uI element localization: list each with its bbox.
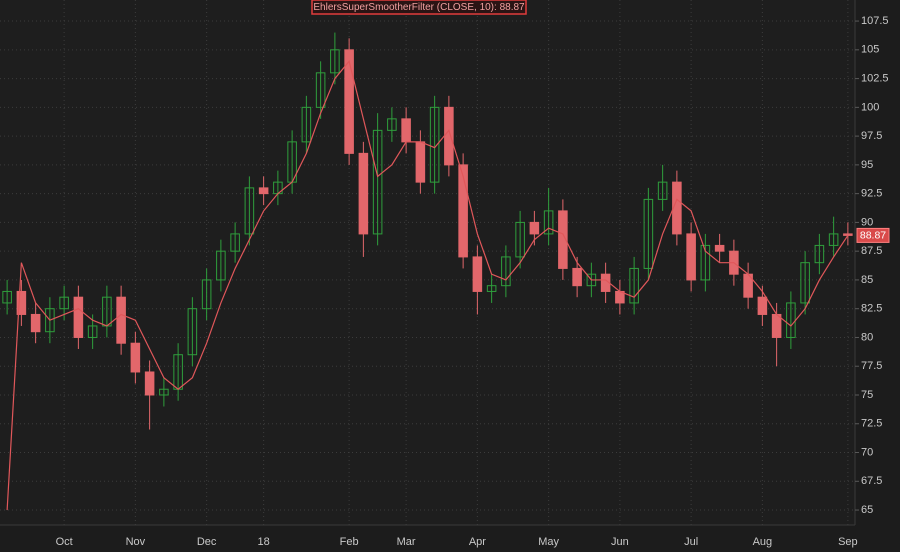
candle-body [714,244,725,252]
candle-body [258,187,269,195]
candle-body [159,388,169,396]
candle-body [672,181,682,235]
y-tick-label: 82.5 [861,303,882,315]
candle-body [301,106,312,143]
candle-body [201,279,212,310]
y-tick-label: 85 [861,274,873,286]
y-tick-label: 92.5 [861,188,882,200]
candle-body [116,296,126,344]
candle-body [800,262,810,304]
x-tick-label: Oct [56,536,73,548]
candle-body [387,118,397,131]
candle-body [543,210,554,235]
x-tick-label: Nov [126,536,146,548]
candle-body [344,49,354,154]
candle-body [572,267,582,287]
candle-body [87,325,98,338]
filter-line [6,60,849,511]
candle-body [401,118,411,143]
candle-body [144,371,155,396]
candle-body [458,164,468,258]
candle-body [757,296,768,315]
candle-body [244,187,255,235]
grid [0,0,855,525]
last-value-label: 88.87 [860,230,886,242]
y-tick-label: 100 [861,101,879,113]
x-tick-label: May [538,536,559,548]
candle-body [415,141,426,183]
candle-body [130,342,141,373]
y-tick-label: 95 [861,159,873,171]
candle-body [472,256,483,292]
candle-body [2,290,12,304]
x-tick-label: Jun [611,536,629,548]
candle-body [771,313,782,338]
x-tick-label: Dec [197,536,217,548]
chart-title: EhlersSuperSmootherFilter (CLOSE, 10): 8… [313,2,525,13]
candle-body [501,256,511,287]
candle-body [45,308,55,333]
x-tick-label: Mar [397,536,416,548]
y-tick-label: 87.5 [861,245,882,257]
candle-body [814,244,825,264]
candle-body [330,49,340,74]
candle-body [16,290,27,315]
last-value-badge [856,227,890,243]
y-tick-label: 77.5 [861,360,882,372]
y-tick-label: 65 [861,504,873,516]
y-tick-label: 97.5 [861,130,882,142]
y-tick-label: 72.5 [861,418,882,430]
candle-body [828,233,839,246]
candle-body [187,308,198,356]
candle-body [686,233,696,281]
candle-body [657,181,668,200]
marks [2,32,853,511]
y-tick-label: 105 [861,44,879,56]
candle-body [843,233,853,236]
x-tick-label: Aug [753,536,773,548]
y-tick-label: 90 [861,216,873,228]
y-tick-label: 102.5 [861,72,889,84]
plot-area [0,0,855,525]
x-tick-label: 18 [258,536,270,548]
candle-body [515,221,525,258]
candle-body [429,106,440,183]
candle-body [230,233,240,252]
candle-body [643,198,654,269]
title-box [311,0,527,15]
y-tick-label: 80 [861,331,873,343]
candle-body [372,129,383,235]
y-tick-label: 75 [861,389,873,401]
x-tick-label: Feb [340,536,359,548]
candle-body [444,106,454,166]
y-tick-label: 107.5 [861,15,889,27]
x-tick-label: Sep [838,536,858,548]
x-tick-label: Apr [469,536,486,548]
candle-body [30,313,41,333]
candle-body [59,296,69,310]
x-tick-label: Jul [684,536,698,548]
candle-body [629,267,639,304]
candle-body [486,285,497,292]
candle-body [216,250,226,281]
y-tick-label: 70 [861,446,873,458]
y-tick-label: 67.5 [861,475,882,487]
candle-body [358,152,369,235]
candle-body [315,72,326,108]
candle-body [73,296,84,338]
candle-body [558,210,568,269]
candle-body [700,244,711,281]
candle-body [529,221,540,235]
